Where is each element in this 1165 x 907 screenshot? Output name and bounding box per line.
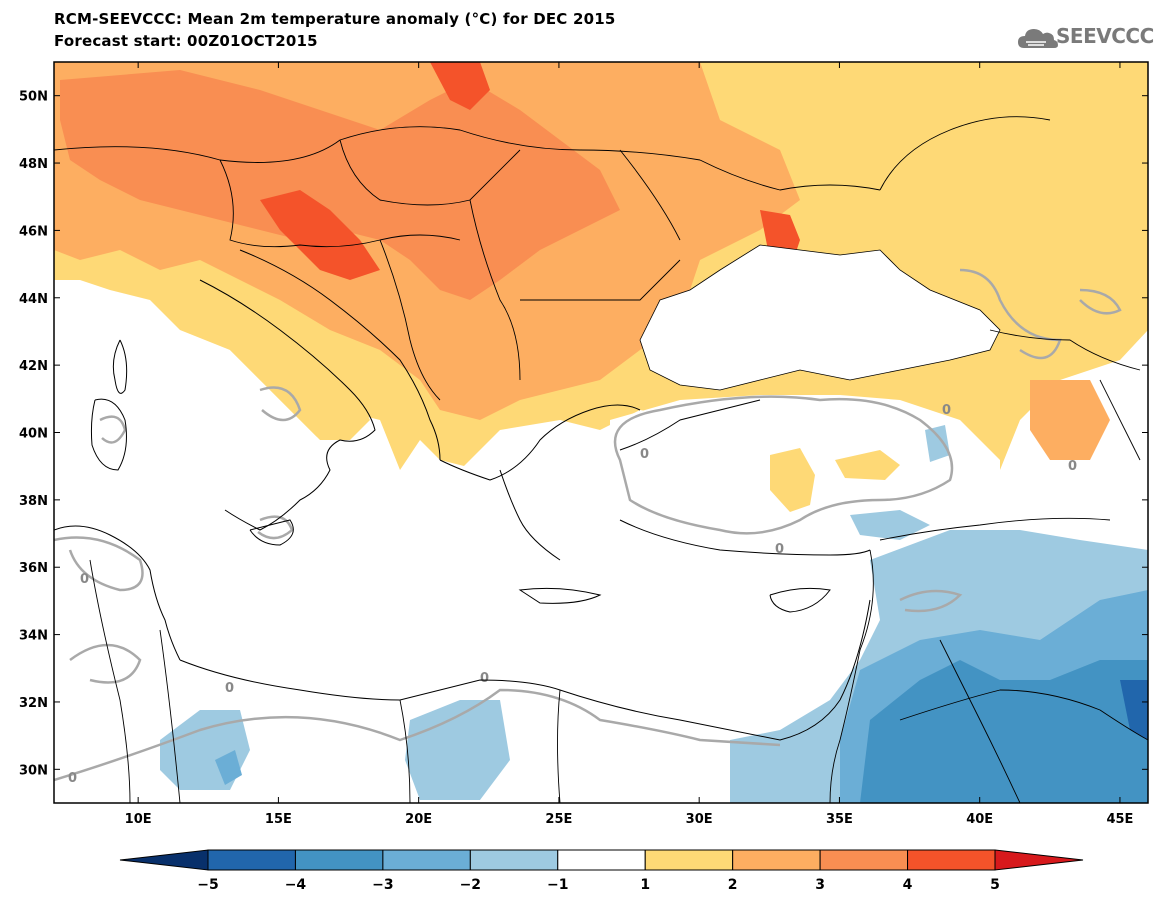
latitude-axis: 30N 32N 34N 36N 38N 40N 42N 44N 46N 48N 50N <box>19 90 1148 778</box>
colorbar-bin <box>207 849 296 871</box>
colorbar-bin <box>907 849 996 871</box>
svg-text:0: 0 <box>640 447 649 462</box>
colorbar-label: −4 <box>285 877 307 893</box>
italy-warm <box>190 280 370 440</box>
forecast-start-subtitle: Forecast start: 00Z01OCT2015 <box>54 32 318 50</box>
colorbar-label: 5 <box>990 877 1000 893</box>
lat-tick-label: 40N <box>19 427 48 442</box>
lon-tick-label: 35E <box>826 812 853 827</box>
colorbar-label: 1 <box>640 877 650 893</box>
svg-text:0: 0 <box>80 572 89 587</box>
lon-tick-label: 15E <box>265 812 292 827</box>
colorbar-bin <box>469 849 559 871</box>
colorbar-bin <box>644 849 734 871</box>
warm-anomaly-region-5 <box>430 62 490 110</box>
black-sea <box>639 244 1001 391</box>
map-title: RCM-SEEVCCC: Mean 2m temperature anomaly… <box>54 10 616 28</box>
lat-tick-label: 44N <box>19 292 48 307</box>
colorbar-bin <box>732 849 821 871</box>
lon-tick-label: 30E <box>686 812 713 827</box>
colorbar-bin <box>557 849 646 871</box>
cool-anomaly-region-3 <box>860 660 1148 803</box>
coastlines <box>54 249 871 741</box>
lat-tick-label: 50N <box>19 90 48 105</box>
warm-patch-anatolia-2 <box>835 450 900 480</box>
colorbar-label: −5 <box>197 877 218 893</box>
cool-patch-libya-2 <box>215 750 242 785</box>
lat-tick-label: 32N <box>19 696 48 711</box>
lon-tick-label: 10E <box>125 812 152 827</box>
cloud-logo-icon <box>1018 29 1058 48</box>
country-borders <box>54 116 1148 803</box>
cool-patch-egypt <box>405 700 510 800</box>
colorbar-label: 2 <box>728 877 738 893</box>
lat-tick-label: 38N <box>19 494 48 509</box>
lon-tick-label: 45E <box>1106 812 1133 827</box>
colorbar-min-arrow <box>119 849 209 871</box>
cool-patch-anatolia-2 <box>850 510 930 540</box>
lon-tick-label: 20E <box>405 812 432 827</box>
colorbar-bin <box>294 849 384 871</box>
colorbar-label: 4 <box>903 877 913 893</box>
lat-tick-label: 36N <box>19 561 48 576</box>
longitude-axis: 10E 15E 20E 25E 30E 35E 40E 45E <box>125 62 1133 827</box>
lat-tick-label: 42N <box>19 359 48 374</box>
cool-anomaly-region-4 <box>1120 680 1148 740</box>
lon-tick-label: 25E <box>545 812 572 827</box>
colorbar-label: 3 <box>815 877 825 893</box>
lat-tick-label: 34N <box>19 629 48 644</box>
lat-tick-label: 30N <box>19 763 48 778</box>
svg-text:0: 0 <box>775 542 784 557</box>
logo-text: SEEVCCC <box>1056 24 1154 48</box>
svg-text:0: 0 <box>480 671 489 686</box>
map-field: 0 0 0 0 0 0 0 0 <box>54 62 1148 803</box>
colorbar: −5 −4 −3 −2 −1 1 2 3 4 5 <box>119 849 1084 893</box>
colorbar-label: −3 <box>372 877 393 893</box>
warm-patch-anatolia <box>770 448 815 512</box>
colorbar-bin <box>382 849 471 871</box>
warm-anomaly-region-4 <box>260 190 380 280</box>
svg-text:0: 0 <box>1068 459 1077 474</box>
contour-labels: 0 0 0 0 0 0 0 0 <box>68 403 1077 786</box>
colorbar-label: −1 <box>547 877 568 893</box>
zero-contours <box>54 268 1122 782</box>
warm-anomaly-region-7 <box>1030 380 1110 460</box>
svg-text:0: 0 <box>225 681 234 696</box>
lat-tick-label: 46N <box>19 224 48 239</box>
lon-tick-label: 40E <box>966 812 993 827</box>
colorbar-max-arrow <box>994 849 1084 871</box>
cool-patch-anatolia <box>925 425 950 462</box>
colorbar-bin <box>819 849 909 871</box>
svg-text:0: 0 <box>942 403 951 418</box>
lat-tick-label: 48N <box>19 157 48 172</box>
svg-text:0: 0 <box>68 771 77 786</box>
colorbar-label: −2 <box>460 877 481 893</box>
